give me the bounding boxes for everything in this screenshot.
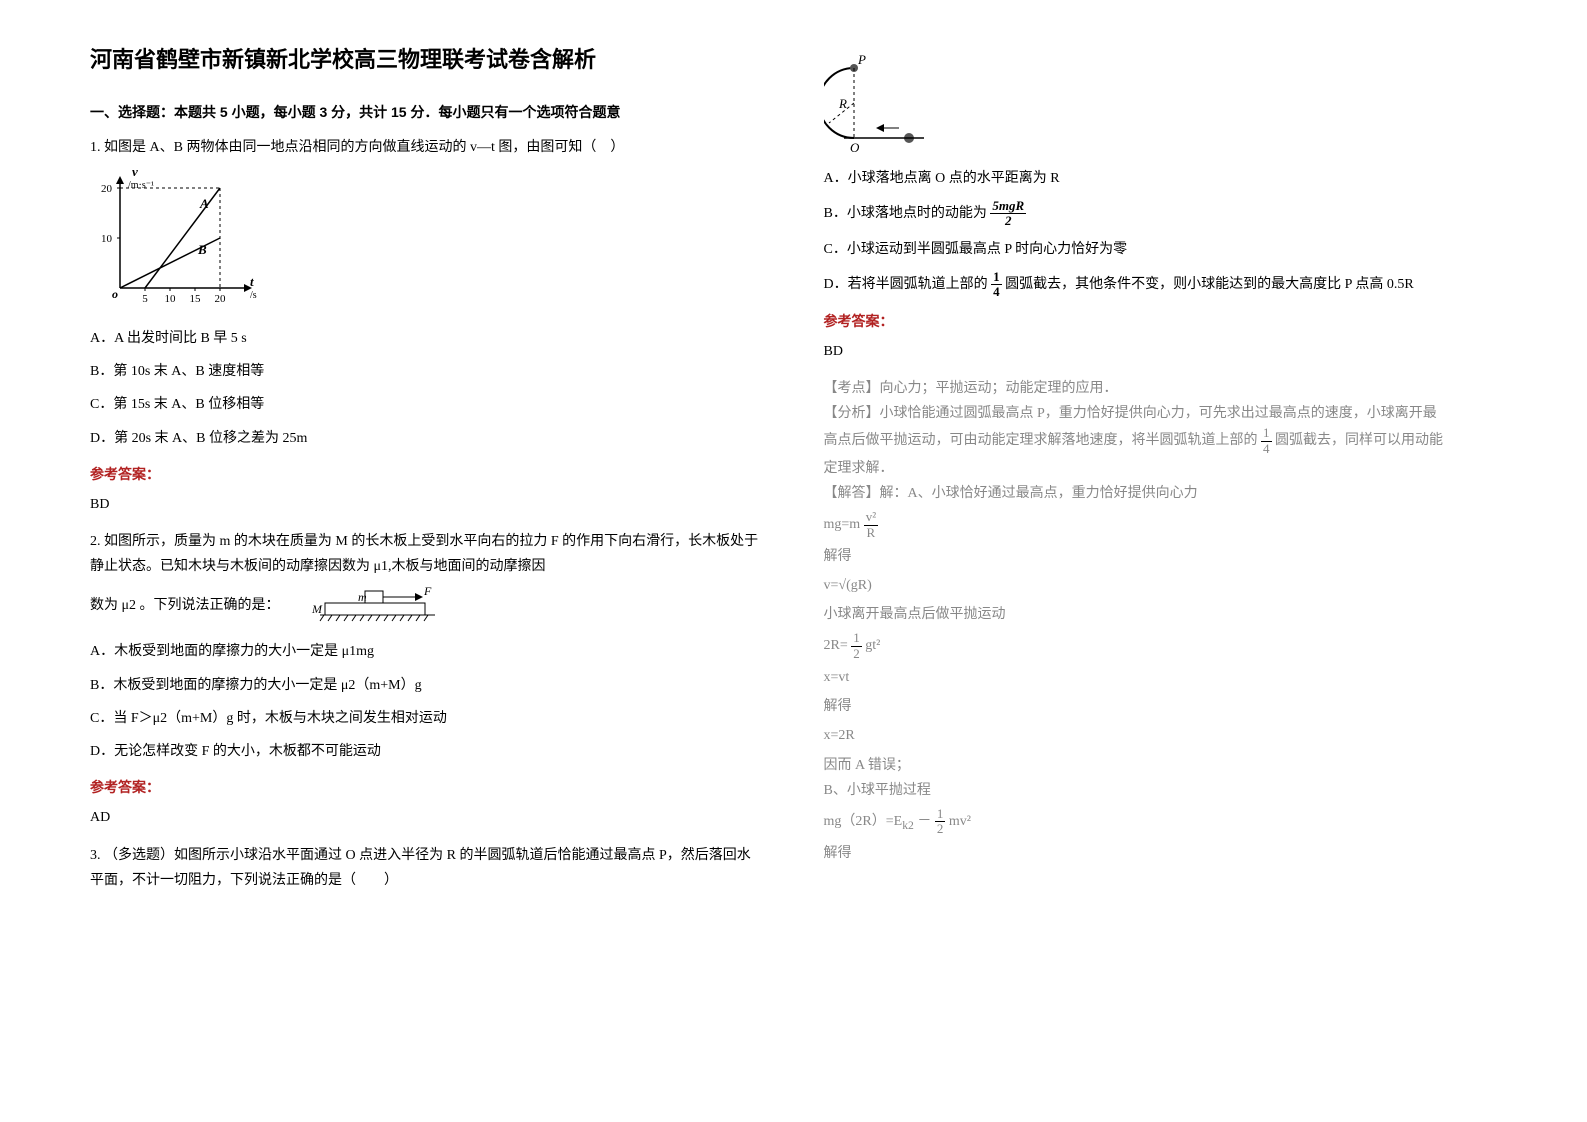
eq-v: v=√(gR): [824, 573, 1498, 598]
svg-text:20: 20: [215, 293, 227, 305]
q2-optA: A．木板受到地面的摩擦力的大小一定是 μ1mg: [90, 639, 764, 664]
q2-optD: D．无论怎样改变 F 的大小，木板都不可能运动: [90, 739, 764, 764]
jd3: 小球离开最高点后做平抛运动: [824, 602, 1498, 627]
svg-text:v: v: [132, 168, 138, 179]
svg-text:M: M: [311, 602, 323, 616]
svg-text:P: P: [857, 52, 866, 67]
question-3: 3. （多选题）如图所示小球沿水平面通过 O 点进入半径为 R 的半圆弧轨道后恰…: [90, 843, 764, 893]
svg-text:R: R: [838, 96, 847, 111]
jd6: B、小球平抛过程: [824, 778, 1498, 803]
section-heading: 一、选择题：本题共 5 小题，每小题 3 分，共计 15 分．每小题只有一个选项…: [90, 100, 764, 125]
svg-text:10: 10: [165, 293, 177, 305]
jd5: 因而 A 错误；: [824, 753, 1498, 778]
q1-optD: D．第 20s 末 A、B 位移之差为 25m: [90, 426, 764, 451]
fenxi-3: 定理求解．: [824, 456, 1498, 481]
answer-2: AD: [90, 805, 764, 830]
jd2: 解得: [824, 544, 1498, 569]
answer-3: BD: [824, 339, 1498, 364]
q3-stem: 3. （多选题）如图所示小球沿水平面通过 O 点进入半径为 R 的半圆弧轨道后恰…: [90, 843, 764, 893]
svg-text:B: B: [197, 242, 207, 257]
q2-optC: C．当 F＞μ2（m+M）g 时，木板与木块之间发生相对运动: [90, 706, 764, 731]
block-diagram: m M F: [310, 585, 460, 625]
svg-text:20: 20: [101, 183, 113, 195]
svg-text:O: O: [850, 140, 860, 155]
jd4: 解得: [824, 694, 1498, 719]
answer-1: BD: [90, 492, 764, 517]
svg-text:10: 10: [101, 233, 113, 245]
jd7: 解得: [824, 841, 1498, 866]
svg-text:/s: /s: [250, 290, 257, 301]
svg-text:5: 5: [142, 293, 148, 305]
q3-optC: C．小球运动到半圆弧最高点 P 时向心力恰好为零: [824, 237, 1498, 262]
svg-text:15: 15: [190, 293, 202, 305]
semicircle-diagram: P R O: [824, 48, 944, 158]
page-title: 河南省鹤壁市新镇新北学校高三物理联考试卷含解析: [90, 40, 764, 80]
svg-text:A: A: [199, 196, 209, 211]
svg-text:o: o: [112, 287, 118, 301]
jieda-1: 【解答】解：A、小球恰好通过最高点，重力恰好提供向心力: [824, 481, 1498, 506]
fenxi-1: 【分析】小球恰能通过圆弧最高点 P，重力恰好提供向心力，可先求出过最高点的速度，…: [824, 401, 1498, 426]
q3-optA: A．小球落地点离 O 点的水平距离为 R: [824, 166, 1498, 191]
kaodian: 【考点】向心力；平抛运动；动能定理的应用．: [824, 376, 1498, 401]
q3-optB: B．小球落地点时的动能为 5mgR2: [824, 199, 1498, 229]
question-1: 1. 如图是 A、B 两物体由同一地点沿相同的方向做直线运动的 v—t 图，由图…: [90, 135, 764, 451]
eq-energy: mg（2R）=Ek2 － 12 mv²: [824, 807, 1498, 837]
answer-label-3: 参考答案：: [824, 310, 1498, 335]
fenxi-2: 高点后做平抛运动，可由动能定理求解落地速度，将半圆弧轨道上部的 14 圆弧截去，…: [824, 426, 1498, 456]
question-2: 2. 如图所示，质量为 m 的木块在质量为 M 的长木板上受到水平向右的拉力 F…: [90, 529, 764, 764]
vt-chart: 10 20 5 10 15 20 A B: [90, 168, 270, 318]
q3-optD: D．若将半圆弧轨道上部的 14 圆弧截去，其他条件不变，则小球能达到的最大高度比…: [824, 270, 1498, 300]
q2-stem-1: 2. 如图所示，质量为 m 的木块在质量为 M 的长木板上受到水平向右的拉力 F…: [90, 529, 764, 579]
svg-text:t: t: [250, 274, 254, 289]
q1-optC: C．第 15s 末 A、B 位移相等: [90, 392, 764, 417]
eq-x2R: x=2R: [824, 723, 1498, 748]
q1-optB: B．第 10s 末 A、B 速度相等: [90, 359, 764, 384]
q1-stem: 1. 如图是 A、B 两物体由同一地点沿相同的方向做直线运动的 v—t 图，由图…: [90, 135, 764, 160]
svg-text:F: F: [423, 585, 432, 598]
eq-2R: 2R= 12 gt²: [824, 631, 1498, 661]
answer-label-2: 参考答案：: [90, 776, 764, 801]
answer-label-1: 参考答案：: [90, 463, 764, 488]
svg-text:/m·s⁻¹: /m·s⁻¹: [128, 180, 154, 191]
q2-stem-2: 数为 μ2 。下列说法正确的是：: [90, 593, 280, 618]
q1-optA: A．A 出发时间比 B 早 5 s: [90, 326, 764, 351]
svg-text:m: m: [358, 590, 367, 604]
q2-optB: B．木板受到地面的摩擦力的大小一定是 μ2（m+M）g: [90, 673, 764, 698]
eq-centripetal: mg=m v²R: [824, 510, 1498, 540]
eq-xvt: x=vt: [824, 665, 1498, 690]
